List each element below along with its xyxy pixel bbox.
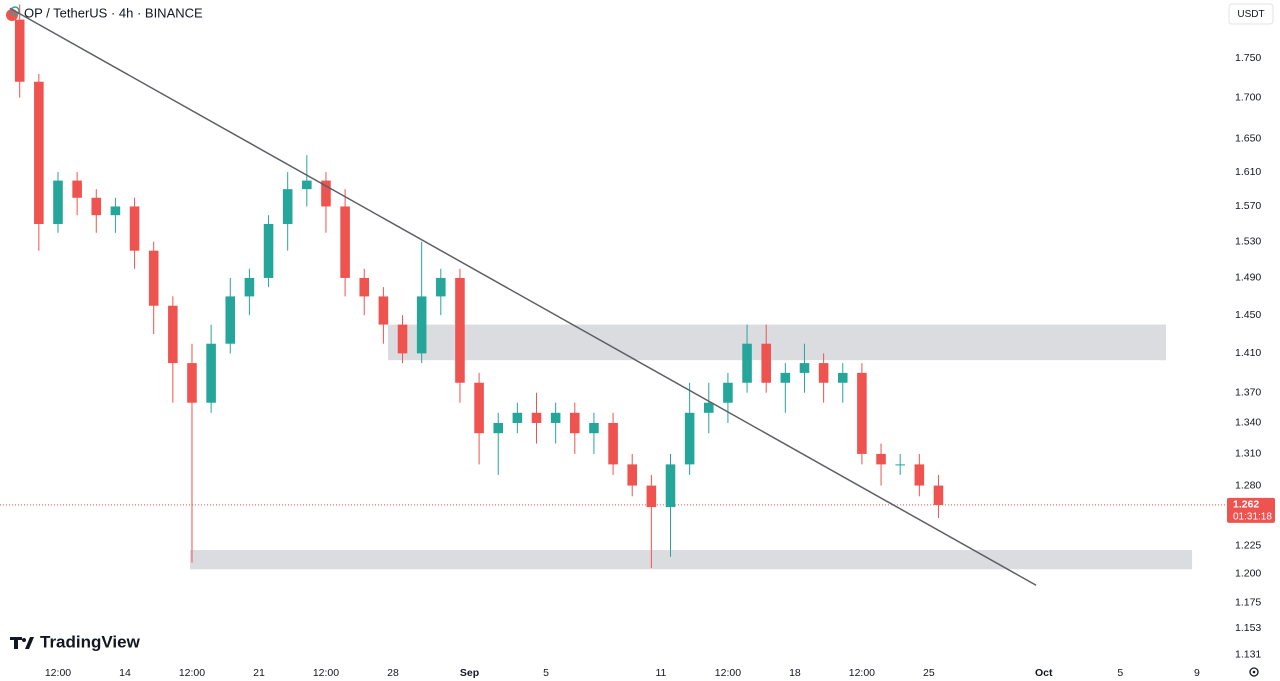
candle-body	[416, 296, 427, 354]
candle-body	[742, 343, 752, 383]
y-tick-label: 1.310	[1235, 448, 1261, 460]
candle-body	[761, 343, 771, 383]
currency-button[interactable]	[1228, 3, 1274, 25]
y-tick-label: 1.153	[1235, 622, 1261, 634]
candle-body	[723, 382, 733, 403]
candle-body	[550, 412, 561, 423]
candle-body	[589, 422, 599, 434]
y-tick-label: 1.750	[1235, 52, 1261, 64]
x-tick-label: 21	[253, 667, 265, 679]
candle-body	[684, 412, 695, 465]
candle-body	[302, 180, 312, 190]
candle-body	[129, 206, 140, 251]
countdown-label: 01:31:18	[1233, 512, 1272, 523]
x-tick-label: 5	[1117, 667, 1123, 679]
candle-body	[72, 180, 82, 198]
brand-logo	[10, 637, 34, 649]
candle-body	[263, 223, 274, 278]
candle-body	[187, 363, 197, 403]
candle-body	[34, 81, 44, 224]
candle-body	[493, 422, 504, 434]
candle-body	[397, 324, 408, 354]
brand-name: TradingView	[40, 632, 141, 651]
y-tick-label: 1.570	[1235, 200, 1261, 212]
y-tick-label: 1.650	[1235, 132, 1261, 144]
x-tick-label: 9	[1194, 667, 1200, 679]
candle-body	[665, 464, 676, 508]
y-tick-label: 1.490	[1235, 272, 1261, 284]
x-tick-label: 28	[387, 667, 399, 679]
candle-body	[282, 189, 293, 224]
candle-body	[148, 250, 159, 306]
candle-body	[14, 19, 25, 82]
candle-body	[244, 277, 255, 297]
y-tick-label: 1.280	[1235, 479, 1261, 491]
candle-body	[340, 206, 350, 278]
y-tick-label: 1.700	[1235, 92, 1261, 104]
zone	[387, 324, 1167, 361]
x-tick-label: 12:00	[715, 667, 741, 679]
candle-body	[378, 296, 389, 325]
candle-body	[206, 343, 216, 403]
candle-body	[91, 197, 102, 216]
candle-body	[646, 485, 657, 508]
x-tick-label: Sep	[460, 667, 479, 679]
candle-body	[321, 180, 331, 207]
y-tick-label: 1.200	[1235, 568, 1261, 580]
x-tick-label: 12:00	[179, 667, 205, 679]
x-tick-label: 12:00	[313, 667, 339, 679]
y-tick-label: 1.450	[1235, 309, 1261, 321]
settings-icon[interactable]	[1249, 667, 1259, 677]
x-tick-label: 12:00	[849, 667, 875, 679]
y-tick-label: 1.370	[1235, 386, 1261, 398]
last-price-badge	[1227, 497, 1275, 523]
candle-body	[512, 412, 523, 423]
candle-body	[799, 363, 810, 373]
x-tick-label: 18	[789, 667, 801, 679]
y-tick-label: 1.610	[1235, 166, 1261, 178]
x-tick-label: 11	[655, 667, 666, 679]
x-tick-label: 5	[543, 667, 549, 679]
candle-body	[531, 412, 542, 423]
trendline	[9, 7, 1037, 586]
candle-body	[627, 464, 637, 486]
candle-body	[359, 277, 370, 297]
symbol-logo	[6, 6, 20, 21]
currency-button-label[interactable]: USDT	[1237, 9, 1264, 20]
candle-body	[914, 464, 925, 486]
y-tick-label: 1.340	[1235, 417, 1261, 429]
candle-body	[818, 363, 829, 383]
x-tick-label: 12:00	[45, 667, 71, 679]
candle-body	[608, 422, 618, 465]
candle-body	[703, 402, 714, 413]
candle-body	[895, 464, 905, 466]
candle-body	[857, 372, 867, 454]
y-tick-label: 1.131	[1235, 649, 1261, 661]
y-tick-label: 1.530	[1235, 236, 1261, 248]
candle-body	[436, 277, 446, 297]
x-tick-label: 25	[923, 667, 935, 679]
plot-area	[0, 4, 1225, 586]
zone	[190, 550, 1193, 570]
candle-body	[780, 372, 791, 383]
candle-body	[168, 305, 178, 364]
y-tick-label: 1.225	[1235, 539, 1261, 551]
candle-body	[876, 453, 886, 465]
y-tick-label: 1.410	[1235, 347, 1261, 359]
candle-body	[837, 372, 848, 383]
y-tick-label: 1.175	[1235, 596, 1261, 608]
x-tick-label: Oct	[1035, 667, 1053, 679]
candle-body	[570, 412, 580, 434]
candle-body	[474, 382, 484, 434]
candle-body	[933, 485, 944, 505]
x-tick-label: 14	[119, 667, 131, 679]
candle-body	[53, 180, 63, 224]
candle-body	[110, 206, 121, 216]
chart-title: OP / TetherUS · 4h · BINANCE	[24, 5, 203, 20]
last-price-label: 1.262	[1233, 499, 1259, 511]
candle-body	[225, 296, 236, 344]
candle-body	[455, 277, 465, 383]
